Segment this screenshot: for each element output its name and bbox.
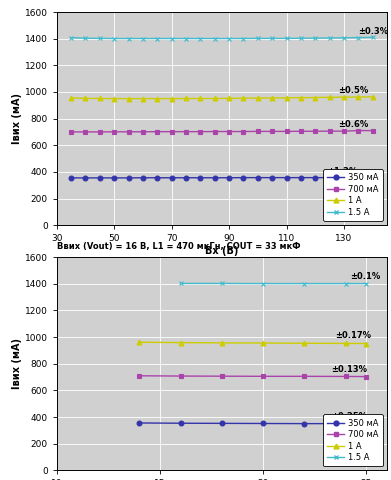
Y-axis label: Івих (мА): Івих (мА) — [12, 338, 22, 389]
Legend: 350 мА, 700 мА, 1 А, 1.5 А: 350 мА, 700 мА, 1 А, 1.5 А — [323, 414, 383, 466]
Text: ±0.25%: ±0.25% — [331, 412, 368, 421]
Text: ±0.3%: ±0.3% — [359, 27, 389, 36]
Text: ±0.1%: ±0.1% — [350, 273, 380, 281]
Text: Ввих (Vout) = 16 В, L1 = 470 мкГн, COUT = 33 мкФ: Ввих (Vout) = 16 В, L1 = 470 мкГн, COUT … — [57, 242, 300, 251]
Text: ±0.5%: ±0.5% — [338, 85, 368, 95]
Text: ±1.2%: ±1.2% — [327, 167, 357, 176]
Y-axis label: Івих (мА): Івих (мА) — [12, 93, 22, 144]
Legend: 350 мА, 700 мА, 1 А, 1.5 А: 350 мА, 700 мА, 1 А, 1.5 А — [323, 169, 383, 221]
X-axis label: Вх (В): Вх (В) — [205, 246, 239, 256]
Text: ±0.6%: ±0.6% — [338, 120, 368, 129]
Text: ±0.13%: ±0.13% — [331, 365, 367, 374]
Text: ±0.17%: ±0.17% — [335, 331, 371, 340]
